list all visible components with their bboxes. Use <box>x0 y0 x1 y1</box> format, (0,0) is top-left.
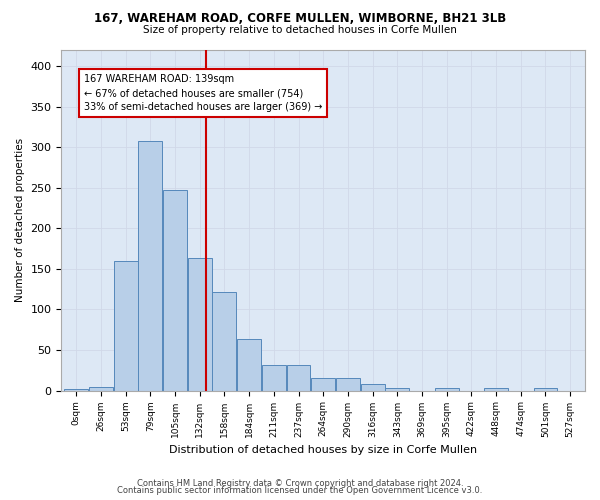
Bar <box>533 388 557 390</box>
Text: Contains HM Land Registry data © Crown copyright and database right 2024.: Contains HM Land Registry data © Crown c… <box>137 478 463 488</box>
Bar <box>188 258 212 390</box>
Bar <box>484 388 508 390</box>
Bar <box>237 338 261 390</box>
X-axis label: Distribution of detached houses by size in Corfe Mullen: Distribution of detached houses by size … <box>169 445 477 455</box>
Text: 167, WAREHAM ROAD, CORFE MULLEN, WIMBORNE, BH21 3LB: 167, WAREHAM ROAD, CORFE MULLEN, WIMBORN… <box>94 12 506 26</box>
Bar <box>311 378 335 390</box>
Bar <box>336 378 360 390</box>
Bar <box>361 384 385 390</box>
Bar <box>163 190 187 390</box>
Text: Size of property relative to detached houses in Corfe Mullen: Size of property relative to detached ho… <box>143 25 457 35</box>
Bar <box>89 386 113 390</box>
Text: 167 WAREHAM ROAD: 139sqm
← 67% of detached houses are smaller (754)
33% of semi-: 167 WAREHAM ROAD: 139sqm ← 67% of detach… <box>83 74 322 112</box>
Bar <box>262 366 286 390</box>
Bar <box>212 292 236 390</box>
Bar <box>113 261 137 390</box>
Bar <box>435 388 458 390</box>
Bar <box>287 366 310 390</box>
Y-axis label: Number of detached properties: Number of detached properties <box>15 138 25 302</box>
Bar <box>64 389 88 390</box>
Bar <box>139 141 162 390</box>
Bar <box>385 388 409 390</box>
Text: Contains public sector information licensed under the Open Government Licence v3: Contains public sector information licen… <box>118 486 482 495</box>
